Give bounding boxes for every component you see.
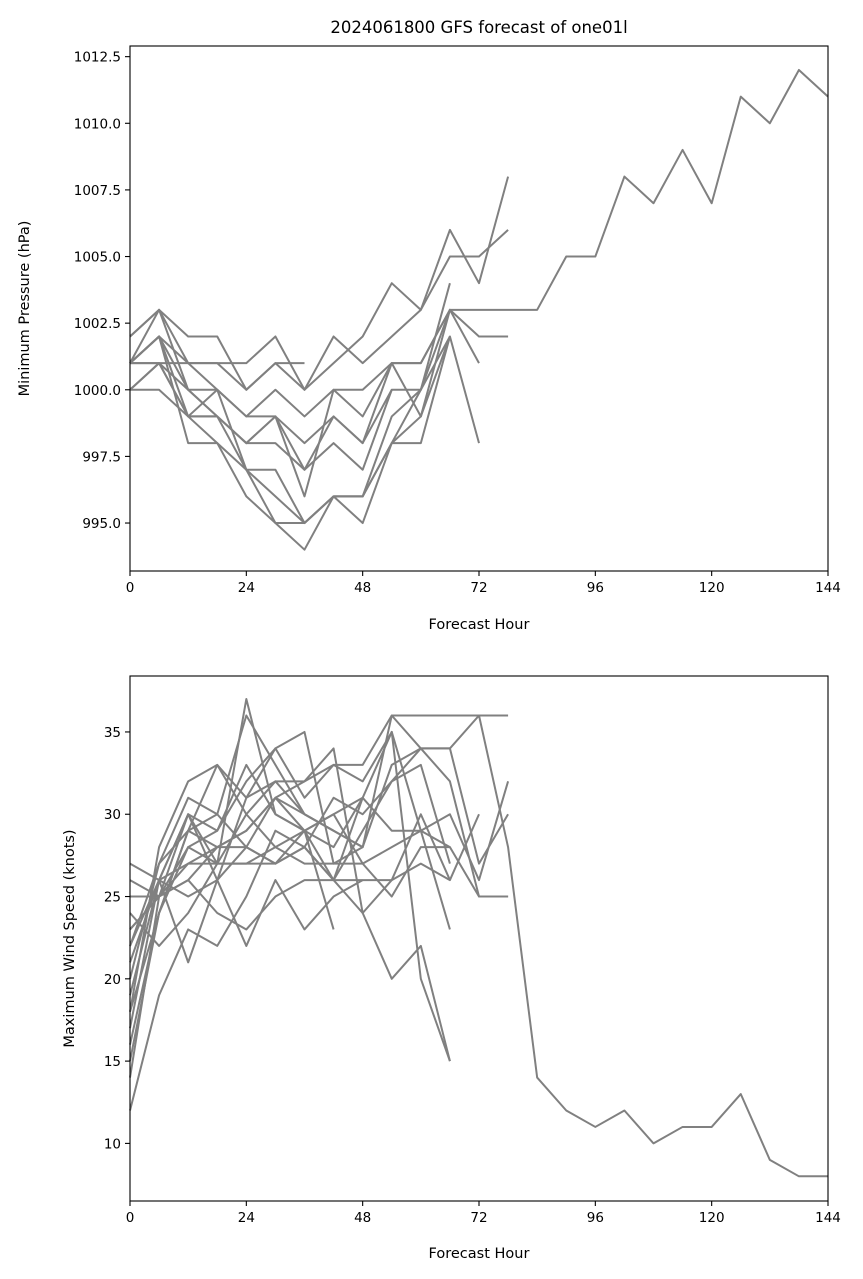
pressure-series-line-12: [129, 362, 393, 471]
wind-series-line-3: [129, 714, 509, 1029]
pressure-x-tick-label: 120: [699, 580, 725, 596]
pressure-y-axis-label: Minimum Pressure (hPa): [17, 221, 33, 397]
pressure-y-tick-label: 995.0: [82, 516, 121, 532]
pressure-series-line-9: [129, 335, 451, 525]
wind-series-line-17: [129, 714, 335, 1013]
wind-x-tick-label: 24: [238, 1210, 255, 1226]
pressure-y-tick-label: 997.5: [82, 449, 121, 465]
pressure-x-tick-label: 0: [126, 580, 135, 596]
wind-series-line-8: [130, 879, 451, 1062]
pressure-series-line-2: [129, 176, 510, 391]
pressure-y-tick-label: 1002.5: [74, 316, 121, 332]
pressure-x-tick-label: 72: [470, 580, 487, 596]
pressure-series-line-10: [130, 336, 451, 445]
wind-x-axis-label: Forecast Hour: [429, 1246, 530, 1262]
figure-title: 2024061800 GFS forecast of one01l: [330, 18, 627, 37]
pressure-x-tick-label: 96: [587, 580, 604, 596]
wind-series-line-13: [129, 747, 451, 996]
wind-y-tick-label: 30: [104, 807, 121, 823]
wind-series-line-10: [129, 730, 451, 947]
wind-y-tick-label: 15: [104, 1054, 121, 1070]
wind-series-line-18: [129, 698, 335, 947]
wind-y-tick-label: 35: [104, 725, 121, 741]
pressure-axes-frame: [129, 45, 829, 572]
wind-x-tick-label: 144: [815, 1210, 841, 1226]
pressure-chart: 0 24 48 72 96 120 144 995.0 997.5 1000.0 1002.5 100…: [17, 45, 841, 633]
wind-series-line-2: [129, 714, 509, 1012]
pressure-x-tick-label: 24: [238, 580, 255, 596]
wind-y-tick-label: 10: [104, 1136, 121, 1152]
pressure-y-tick-label: 1000.0: [74, 383, 121, 399]
wind-x-tick-label: 0: [126, 1210, 135, 1226]
wind-x-tick-label: 48: [354, 1210, 371, 1226]
wind-y-tick-label: 25: [104, 890, 121, 906]
pressure-x-axis-label: Forecast Hour: [429, 617, 530, 633]
pressure-series-line-8: [130, 282, 451, 525]
wind-y-tick-label: 20: [104, 972, 121, 988]
pressure-x-tick-label: 48: [354, 580, 371, 596]
pressure-x-tick-label: 144: [815, 580, 841, 596]
wind-series-line-15: [129, 796, 364, 931]
wind-series-line-14: [129, 813, 364, 1078]
wind-x-tick-label: 120: [699, 1210, 725, 1226]
pressure-y-tick-label: 1007.5: [74, 183, 121, 199]
wind-y-axis-label: Maximum Wind Speed (knots): [62, 829, 78, 1047]
wind-chart: 0 24 48 72 96 120 144 10 15 20 25 30 35 Forecast Hou…: [62, 675, 841, 1262]
pressure-series-line-1: [129, 68, 829, 551]
wind-series-line-11: [129, 796, 451, 947]
wind-x-tick-label: 72: [470, 1210, 487, 1226]
wind-x-tick-label: 96: [587, 1210, 604, 1226]
pressure-y-tick-label: 1005.0: [74, 250, 121, 266]
pressure-y-tick-label: 1012.5: [74, 50, 121, 66]
pressure-y-tick-label: 1010.0: [74, 116, 121, 132]
wind-series-line-6: [129, 813, 509, 1062]
wind-series-line-12: [129, 763, 451, 898]
